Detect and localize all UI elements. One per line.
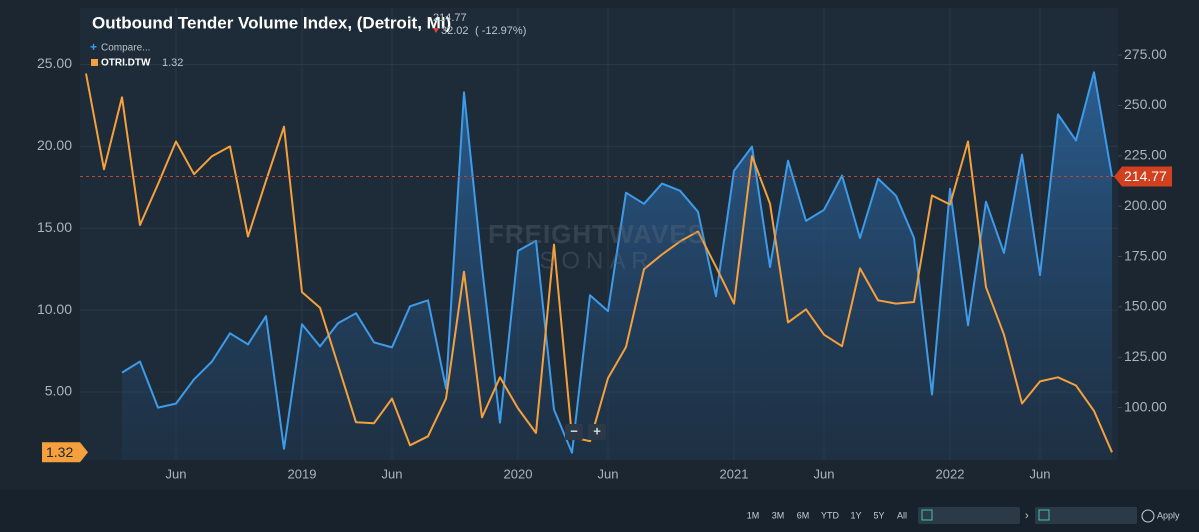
change-pct: ( -12.97%) [475, 25, 526, 37]
x-tick-label: Jun [166, 466, 187, 481]
zoom-label[interactable]: + [593, 423, 601, 438]
apply-button[interactable]: Apply [1157, 510, 1180, 520]
change: 32.02 [441, 25, 469, 37]
zoom-button[interactable] [565, 424, 583, 440]
zoom-label[interactable]: − [570, 423, 578, 438]
legend-label: OTRI.DTW [101, 58, 151, 69]
legend-value: 1.32 [162, 57, 183, 69]
y2-tick-label: 275.00 [1124, 46, 1167, 62]
y2-tick-label: 100.00 [1124, 398, 1167, 414]
watermark: FREIGHTWAVES SONAR [488, 219, 706, 274]
range-button[interactable]: YTD [821, 510, 840, 520]
watermark-text: FREIGHTWAVES [488, 219, 706, 249]
x-tick-label: 2019 [288, 466, 317, 481]
calendar-icon [1038, 509, 1050, 521]
line [121, 71, 1113, 454]
y2-tick-label: 125.00 [1124, 348, 1167, 364]
last-value: 214.77 [433, 12, 467, 24]
range-button[interactable]: 6M [797, 510, 810, 520]
date-input[interactable] [1035, 507, 1137, 524]
y2-tick-label: 225.00 [1124, 147, 1167, 163]
left-flag-label: 1.32 [46, 444, 73, 460]
y-tick-label: 15.00 [37, 219, 72, 235]
x-tick-label: 2020 [504, 466, 533, 481]
date-input[interactable] [918, 507, 1020, 524]
y-tick-label: 5.00 [45, 383, 72, 399]
area [122, 72, 1112, 461]
x-tick-label: Jun [382, 466, 403, 481]
y-tick-label: 20.00 [37, 137, 72, 153]
y2-tick-label: 250.00 [1124, 96, 1167, 112]
range-button[interactable]: 3M [772, 510, 785, 520]
y2-tick-label: 175.00 [1124, 247, 1167, 263]
check-icon [1141, 509, 1155, 523]
y-tick-label: 10.00 [37, 301, 72, 317]
range-button[interactable]: 1Y [850, 510, 861, 520]
range-button[interactable]: 1M [747, 510, 760, 520]
x-tick-label: Jun [814, 466, 835, 481]
x-tick-label: Jun [598, 466, 619, 481]
y2-tick-label: 200.00 [1124, 197, 1167, 213]
zoom-button[interactable] [588, 424, 606, 440]
chart-title: Outbound Tender Volume Index, (Detroit, … [92, 13, 451, 32]
arrow: › [1025, 510, 1029, 522]
left-flag [42, 442, 88, 463]
calendar-icon [921, 509, 933, 521]
legend-swatch [91, 59, 98, 66]
watermark-text: SONAR [539, 247, 654, 274]
x-tick-label: Jun [1030, 466, 1051, 481]
compare-button[interactable]: Compare... [101, 43, 150, 54]
down-arrow [433, 28, 439, 33]
x-tick-label: 2021 [720, 466, 749, 481]
range-button[interactable]: All [897, 510, 907, 520]
plus-icon[interactable]: + [90, 40, 97, 54]
x-tick-label: 2022 [936, 466, 965, 481]
y-tick-label: 25.00 [37, 55, 72, 71]
line [85, 73, 1113, 453]
right-flag-label: 214.77 [1124, 168, 1167, 184]
right-flag [1114, 166, 1172, 187]
range-button[interactable]: 5Y [873, 510, 884, 520]
y2-tick-label: 150.00 [1124, 298, 1167, 314]
